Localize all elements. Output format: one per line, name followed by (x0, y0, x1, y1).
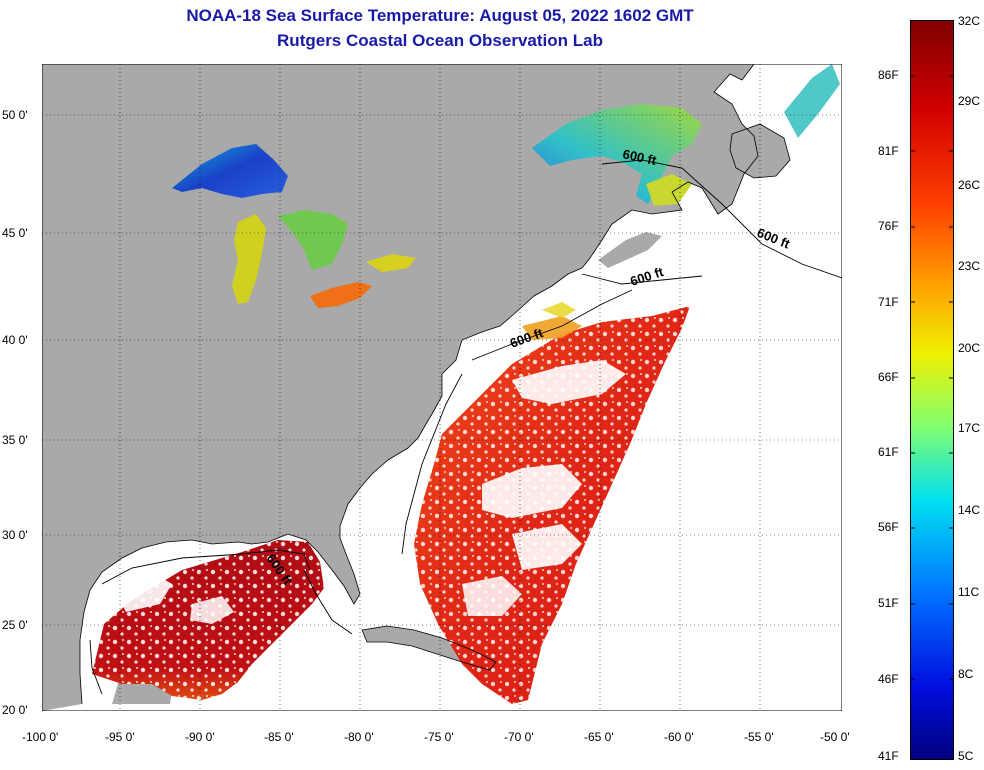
gulf-stlawrence-yellow (646, 174, 692, 206)
cbar-f-46: 46F (878, 672, 899, 686)
lat-label-45: 45 0' (2, 226, 28, 240)
cbar-c-32: 32C (958, 14, 981, 28)
newfoundland (730, 124, 790, 178)
cbar-f-71: 71F (878, 295, 899, 309)
nova-scotia (598, 232, 662, 268)
cbar-c-20: 20C (958, 341, 981, 355)
lat-label-30: 30 0' (2, 528, 28, 542)
lat-label-50: 50 0' (2, 108, 28, 122)
contour-label-1: 600 ft (621, 146, 658, 168)
cbar-c-26: 26C (958, 178, 981, 192)
lake-michigan (232, 214, 266, 304)
lon-label-85: -85 0' (264, 730, 294, 744)
cbar-f-86: 86F (878, 68, 899, 82)
lon-label-95: -95 0' (105, 730, 135, 744)
lat-label-35: 35 0' (2, 433, 28, 447)
cbar-c-11: 11C (958, 585, 980, 599)
lon-label-75: -75 0' (424, 730, 454, 744)
lon-label-50: -50 0' (820, 730, 850, 744)
600ft-depth-contour (89, 159, 842, 695)
map-title: NOAA-18 Sea Surface Temperature: August … (186, 6, 694, 25)
cbar-c-8: 8C (958, 667, 974, 681)
lon-label-100: -100 0' (22, 730, 59, 744)
lat-label-25: 25 0' (2, 618, 28, 632)
coastline-outlines (79, 64, 791, 705)
cbar-c-5: 5C (958, 749, 974, 763)
gulf-of-mexico-sst (92, 540, 324, 700)
lon-label-90: -90 0' (185, 730, 215, 744)
land-mass (42, 64, 758, 711)
cbar-c-29: 29C (958, 94, 981, 108)
lon-label-65: -65 0' (584, 730, 614, 744)
cbar-f-56: 56F (878, 520, 899, 534)
lon-label-70: -70 0' (504, 730, 534, 744)
lake-superior (172, 144, 288, 198)
cbar-c-23: 23C (958, 259, 981, 273)
sst-map: 600 ft 600 ft 600 ft 600 ft 600 ft (42, 64, 842, 711)
cbar-c-14: 14C (958, 503, 981, 517)
labrador-sst (784, 64, 840, 138)
cbar-f-81: 81F (878, 144, 899, 158)
lake-erie (310, 282, 372, 308)
lat-label-40: 40 0' (2, 333, 28, 347)
cbar-f-51: 51F (878, 596, 899, 610)
lon-label-60: -60 0' (664, 730, 694, 744)
map-subtitle: Rutgers Coastal Ocean Observation Lab (277, 31, 603, 50)
grid-lines (42, 64, 842, 711)
temperature-colorbar (910, 20, 954, 760)
cbar-f-66: 66F (878, 370, 899, 384)
lake-ontario (366, 254, 416, 272)
lon-label-55: -55 0' (744, 730, 774, 744)
lat-label-20: 20 0' (2, 703, 28, 717)
lon-label-80: -80 0' (344, 730, 374, 744)
atlantic-sst-swath (414, 302, 690, 704)
cbar-f-76: 76F (878, 219, 899, 233)
cbar-f-41: 41F (878, 749, 899, 763)
cbar-c-17: 17C (958, 421, 981, 435)
cbar-f-61: 61F (878, 445, 899, 459)
great-lakes-sst (172, 144, 416, 308)
lake-huron (278, 210, 348, 270)
